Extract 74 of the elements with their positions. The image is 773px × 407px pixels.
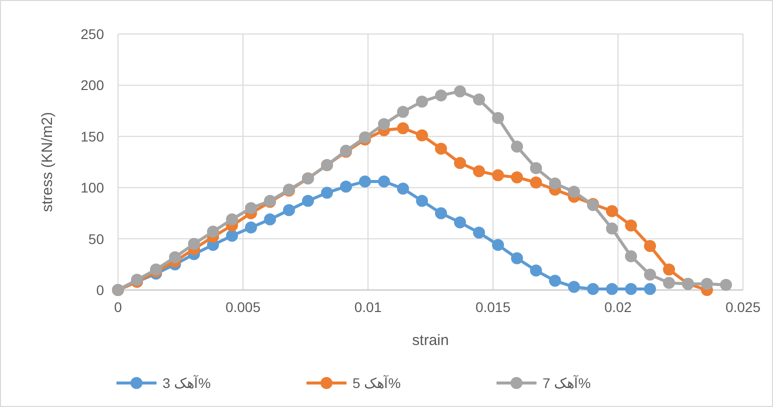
point bbox=[245, 202, 257, 214]
point bbox=[378, 118, 390, 130]
point bbox=[397, 122, 409, 134]
point bbox=[720, 278, 732, 291]
point bbox=[397, 182, 409, 195]
point bbox=[568, 186, 580, 198]
point bbox=[321, 186, 333, 199]
point bbox=[701, 278, 713, 290]
point bbox=[606, 222, 618, 235]
point bbox=[568, 280, 580, 293]
point bbox=[226, 230, 238, 242]
point bbox=[454, 157, 466, 170]
x-tick-label: 0 bbox=[114, 299, 122, 315]
x-tick-label: 0.02 bbox=[604, 299, 632, 315]
point bbox=[644, 240, 656, 252]
point bbox=[549, 274, 561, 287]
point bbox=[169, 251, 181, 264]
point bbox=[625, 282, 637, 295]
point bbox=[416, 96, 428, 108]
point bbox=[207, 226, 219, 238]
y-tick-label: 150 bbox=[80, 128, 104, 144]
point bbox=[530, 162, 542, 174]
point bbox=[397, 106, 409, 118]
x-tick-label: 0.015 bbox=[475, 299, 511, 315]
point bbox=[473, 94, 485, 106]
point bbox=[663, 264, 675, 276]
legend-label: آهک 5% bbox=[352, 374, 401, 391]
point bbox=[188, 238, 200, 250]
y-tick-label: 100 bbox=[80, 180, 104, 196]
point bbox=[530, 264, 542, 277]
point bbox=[644, 268, 656, 281]
y-tick-label: 200 bbox=[80, 77, 104, 94]
point bbox=[492, 112, 504, 124]
point bbox=[416, 129, 428, 142]
point bbox=[587, 282, 599, 295]
point bbox=[530, 176, 542, 188]
point bbox=[492, 238, 504, 251]
x-tick-label: 0.025 bbox=[725, 299, 761, 315]
point bbox=[549, 178, 561, 190]
point bbox=[340, 180, 352, 193]
point bbox=[416, 194, 428, 207]
legend-label: آهک 7% bbox=[542, 374, 591, 391]
point bbox=[435, 207, 447, 220]
point bbox=[378, 175, 390, 188]
x-tick-label: 0.01 bbox=[354, 299, 382, 315]
point bbox=[454, 216, 466, 228]
point bbox=[454, 85, 466, 98]
point bbox=[435, 142, 447, 155]
point bbox=[625, 219, 637, 232]
point bbox=[473, 226, 485, 239]
legend-label: آهک 3% bbox=[162, 374, 211, 391]
y-tick-label: 50 bbox=[88, 230, 104, 247]
point bbox=[625, 250, 637, 262]
point bbox=[644, 282, 656, 295]
point bbox=[435, 89, 447, 102]
x-axis-title: strain bbox=[412, 332, 449, 349]
point bbox=[264, 213, 276, 226]
x-tick-label: 0.005 bbox=[225, 299, 261, 315]
y-axis-title: stress (KN/m2) bbox=[39, 112, 56, 212]
point bbox=[283, 204, 295, 216]
y-tick-label: 0 bbox=[96, 282, 104, 298]
point bbox=[606, 205, 618, 218]
point bbox=[245, 222, 257, 234]
point bbox=[663, 276, 675, 289]
point bbox=[511, 140, 523, 153]
point bbox=[226, 213, 238, 226]
point bbox=[606, 282, 618, 295]
point bbox=[302, 194, 314, 207]
point bbox=[359, 175, 371, 188]
point bbox=[511, 252, 523, 264]
y-tick-label: 250 bbox=[80, 26, 104, 42]
point bbox=[511, 171, 523, 184]
point bbox=[492, 169, 504, 182]
point bbox=[473, 165, 485, 178]
